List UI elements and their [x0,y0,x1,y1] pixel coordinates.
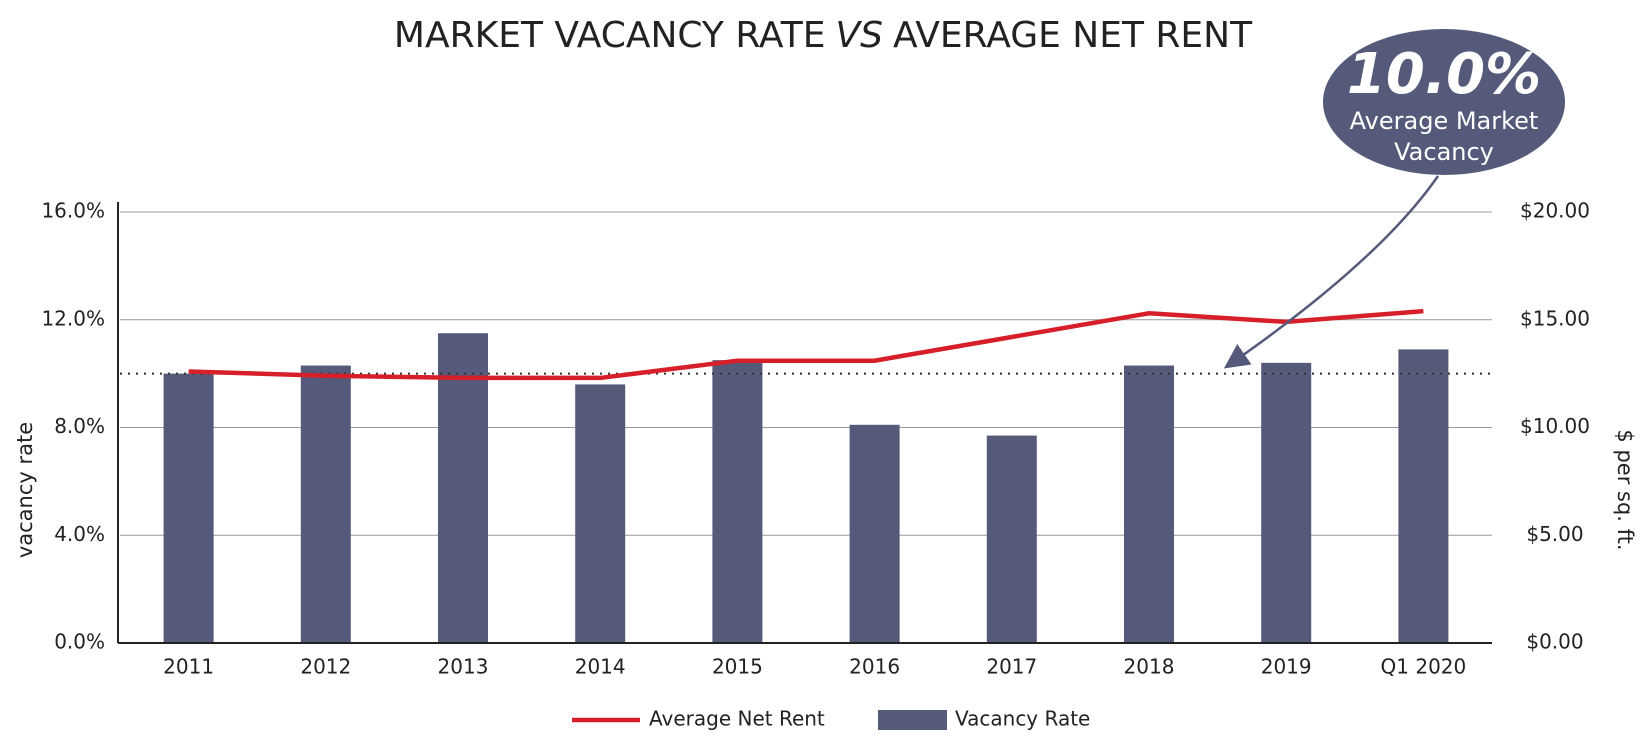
bar [575,384,626,643]
y-axis-label: vacancy rate [13,422,37,558]
y-tick-label: 12.0% [41,306,105,330]
annotation-bubble [1323,29,1565,175]
bar [1398,349,1449,643]
y2-tick-label: $15.00 [1520,306,1590,330]
y2-tick-label: $5.00 [1526,522,1583,546]
x-tick-label: 2014 [575,655,626,679]
x-tick-label: 2015 [712,655,763,679]
bar [163,373,214,643]
x-tick-label: 2013 [438,655,489,679]
y2-axis-label: $ per sq. ft. [1613,429,1637,550]
annotation-text: Average Market [1350,107,1539,135]
y-tick-label: 0.0% [54,630,105,654]
legend-swatch [878,710,947,730]
title-part: AVERAGE NET RENT [893,15,1253,56]
rent-line [188,308,1424,381]
bar [438,333,488,643]
title-part: MARKET VACANCY RATE [394,15,826,56]
x-tick-label: 2019 [1261,655,1312,679]
annotation-arrow [1223,175,1440,369]
annotation-text: Vacancy [1394,138,1494,166]
bar [986,435,1037,643]
y-tick-label: 4.0% [54,522,105,546]
y-tick-label: 16.0% [41,199,105,223]
legend-label: Average Net Rent [649,707,825,731]
x-tick-label: 2016 [849,655,900,679]
bar [849,424,900,643]
y-tick-label: 8.0% [54,414,105,438]
annotation-value: 10.0% [1347,42,1541,107]
x-tick-label: 2017 [986,655,1037,679]
bar [300,365,351,643]
legend-label: Vacancy Rate [955,707,1090,731]
bar [1261,362,1312,643]
y2-tick-label: $10.00 [1520,414,1590,438]
bar [712,360,763,643]
x-tick-label: 2018 [1124,655,1175,679]
chart-title: MARKET VACANCY RATE VS AVERAGE NET RENT [394,15,1253,56]
x-tick-label: 2011 [163,655,214,679]
title-part: VS [835,15,882,56]
bar [1124,365,1174,643]
x-tick-label: 2012 [300,655,351,679]
y2-tick-label: $20.00 [1520,199,1590,223]
y2-tick-label: $0.00 [1526,630,1583,654]
x-tick-label: Q1 2020 [1381,655,1467,679]
